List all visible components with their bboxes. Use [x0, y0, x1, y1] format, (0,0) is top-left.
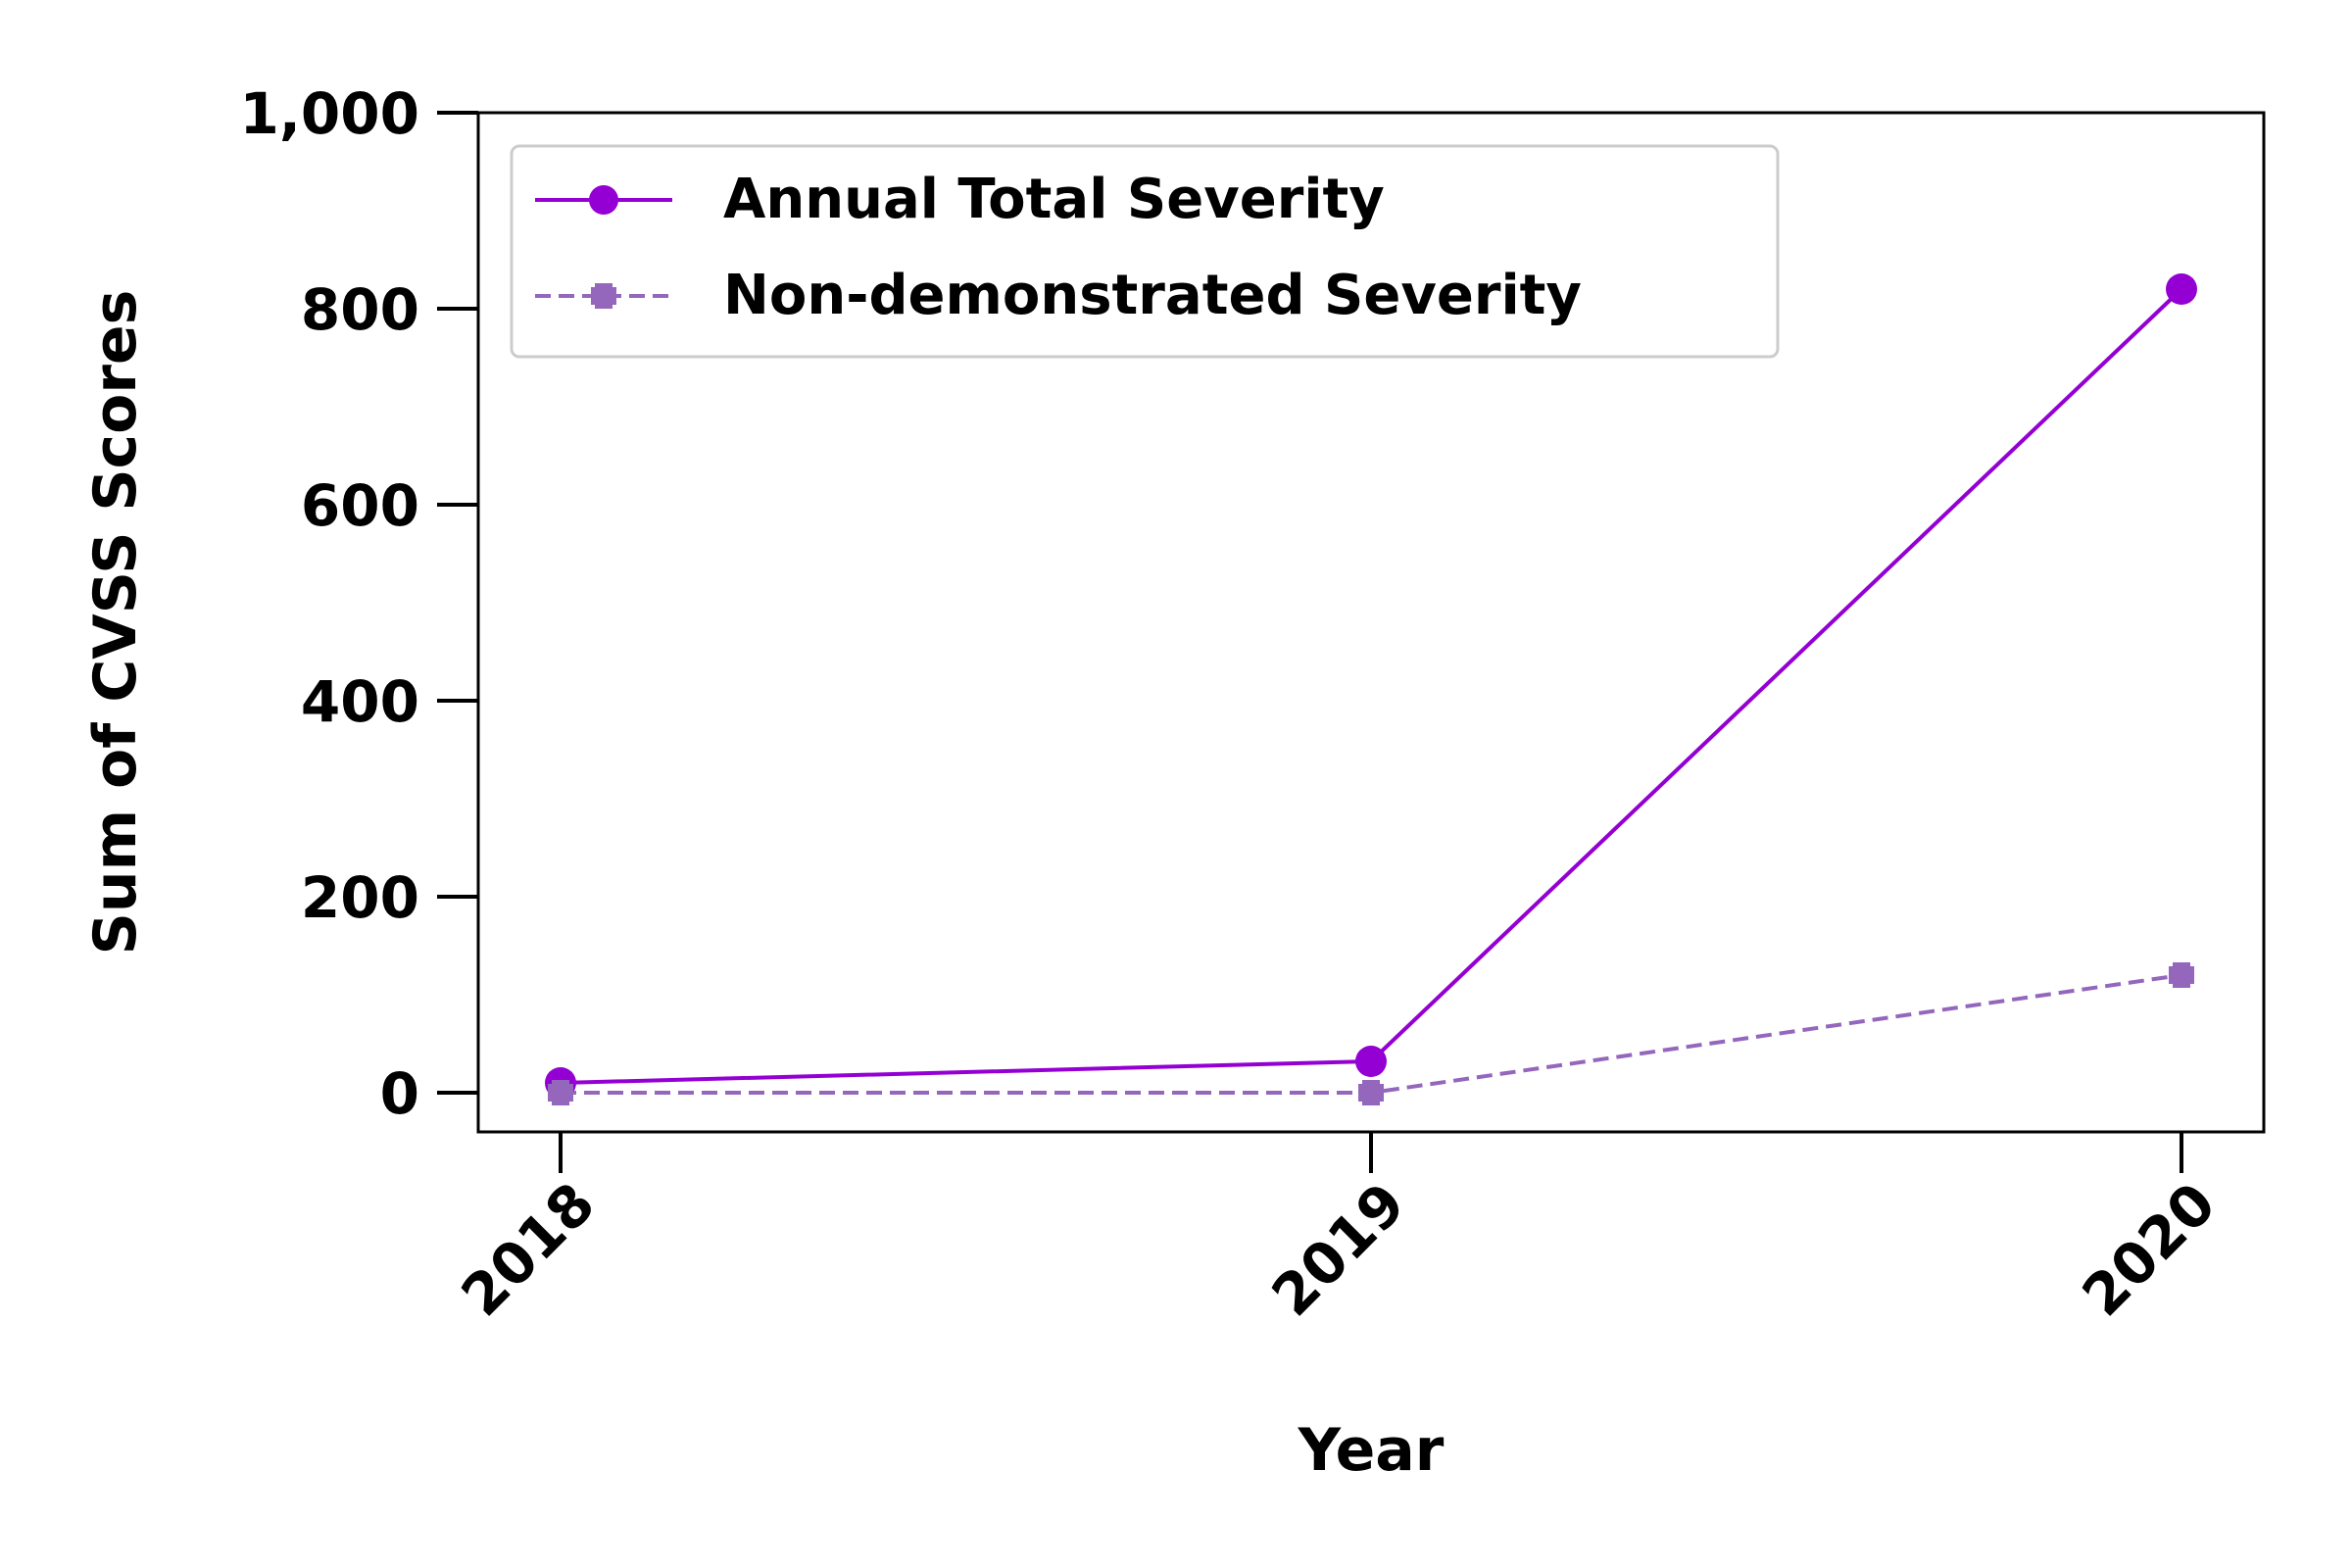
series-1-point [2169, 962, 2194, 988]
x-tick-label: 2020 [2070, 1170, 2229, 1329]
y-tick-label: 1,000 [240, 80, 419, 147]
y-tick-label: 800 [301, 276, 419, 343]
x-tick-label: 2019 [1259, 1170, 1418, 1329]
x-axis: 2018 2019 2020 [449, 1132, 2229, 1329]
series-line-0 [560, 287, 2183, 1085]
series-0-point [2166, 273, 2197, 305]
legend-box [510, 144, 1780, 359]
series-lines [560, 287, 2183, 1095]
legend-entry-non-demonstrated: Non-demonstrated Severity [535, 264, 1582, 327]
y-tick-label: 600 [301, 472, 419, 539]
x-axis-title: Year [1298, 1416, 1445, 1485]
y-axis-title: Sum of CVSS Scores [81, 290, 150, 956]
legend-marker-plus-icon [591, 283, 616, 309]
y-tick-label: 400 [301, 668, 419, 735]
legend-label-annual-total: Annual Total Severity [723, 168, 1385, 231]
legend-marker-circle-icon [589, 185, 618, 215]
legend-entry-annual-total: Annual Total Severity [535, 168, 1385, 231]
y-tick-label: 0 [380, 1060, 419, 1127]
y-tick-label: 200 [301, 864, 419, 931]
legend-label-non-demonstrated: Non-demonstrated Severity [723, 264, 1582, 327]
series-1-point [1358, 1080, 1384, 1105]
series-1-point [548, 1080, 573, 1105]
series-0-point [1355, 1046, 1387, 1077]
legend: Annual Total Severity Non-demonstrated S… [510, 144, 1780, 359]
x-tick-label: 2018 [449, 1170, 608, 1329]
series-markers [545, 273, 2197, 1105]
y-axis: 0 200 400 600 800 1,000 [240, 80, 478, 1127]
